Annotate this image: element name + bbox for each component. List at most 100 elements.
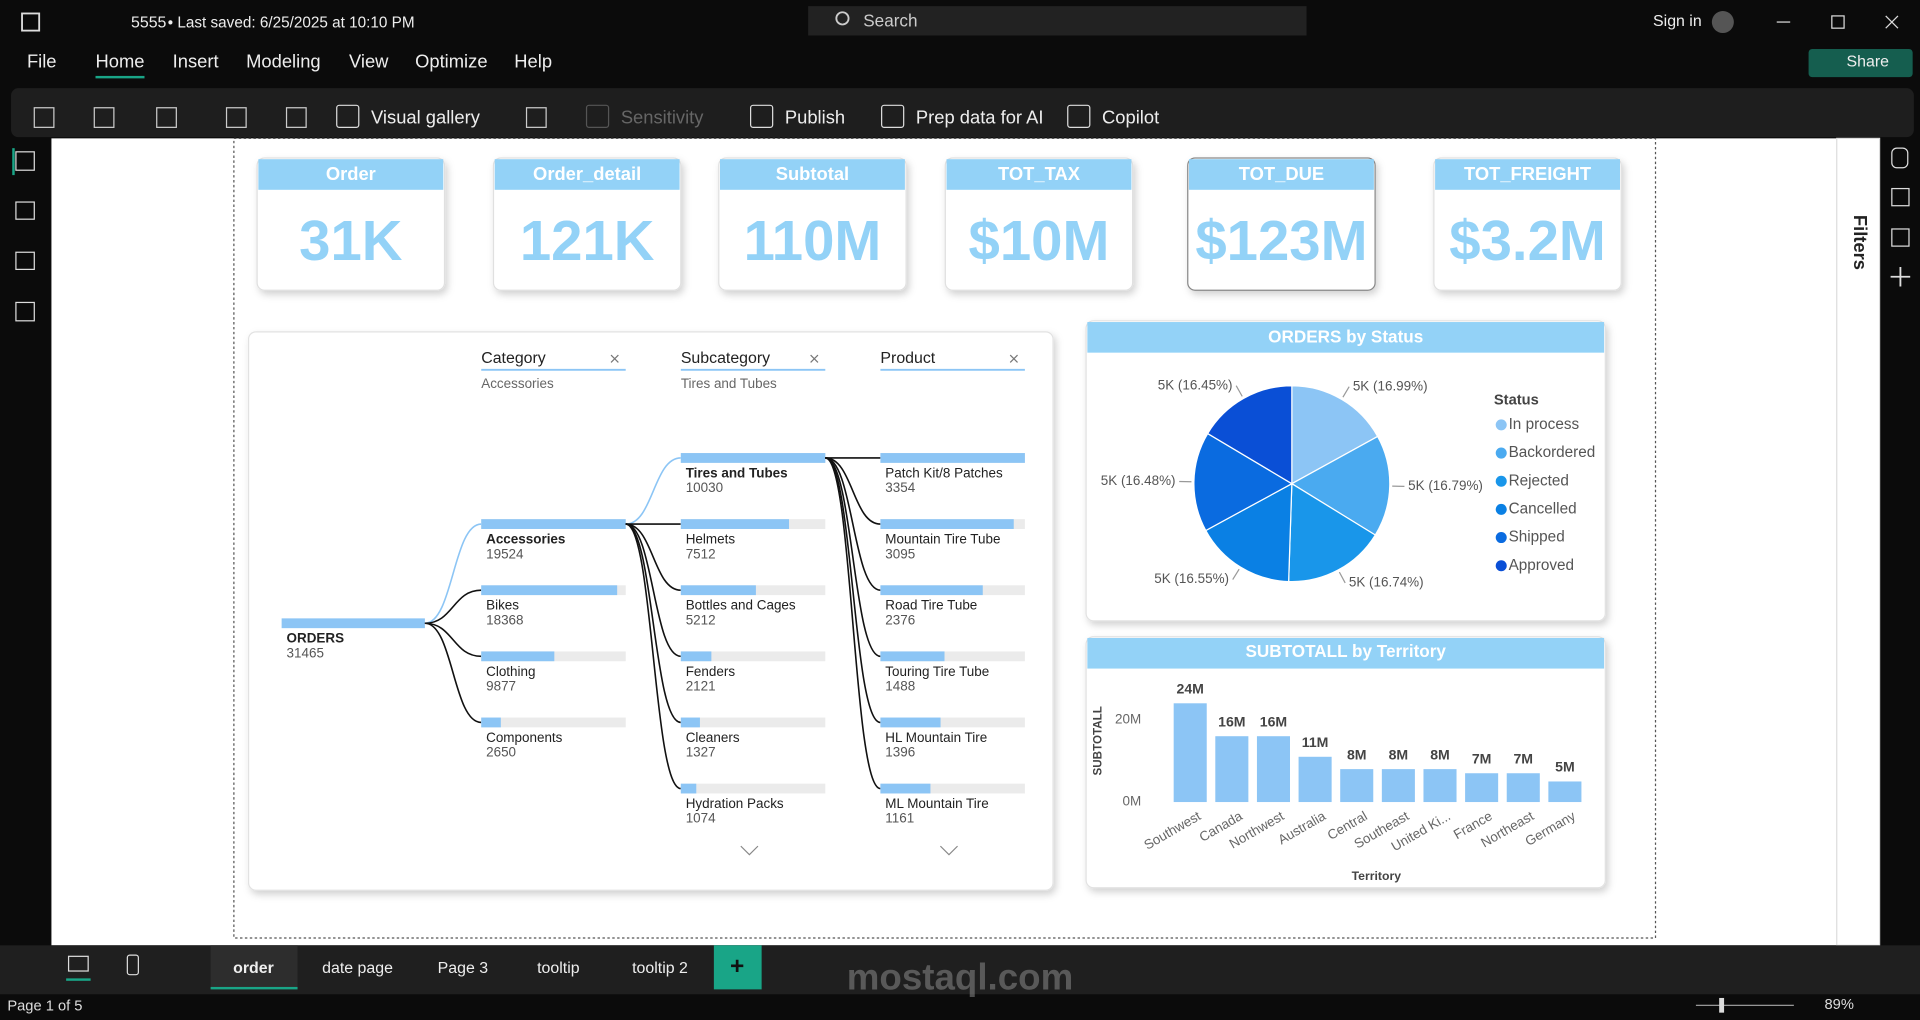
add-page[interactable]: [713, 945, 762, 990]
save-icon[interactable]: [21, 12, 41, 32]
node-label[interactable]: ML Mountain Tire: [885, 796, 988, 811]
node-label[interactable]: Fenders: [686, 664, 736, 679]
toolbar-icon[interactable]: [525, 107, 547, 128]
card[interactable]: [256, 157, 446, 291]
bar[interactable]: [1256, 736, 1290, 803]
level-title[interactable]: Product: [880, 350, 935, 367]
toolbar-icon[interactable]: [585, 104, 610, 128]
node-bar[interactable]: [880, 783, 931, 794]
toolbar-item[interactable]: Copilot: [1102, 107, 1159, 128]
node-bar[interactable]: [481, 651, 555, 662]
bar[interactable]: [1340, 769, 1374, 803]
menu-item[interactable]: Help: [514, 50, 552, 71]
node-label[interactable]: Road Tire Tube: [885, 598, 977, 613]
toolbar-icon[interactable]: [285, 107, 307, 128]
bar-visual[interactable]: [1085, 636, 1606, 889]
node-label[interactable]: Tires and Tubes: [686, 465, 788, 480]
toolbar-item[interactable]: Prep data for AI: [916, 107, 1044, 128]
node-bar[interactable]: [680, 651, 712, 662]
node-bar[interactable]: [680, 717, 700, 728]
desktop-layout[interactable]: [67, 955, 89, 972]
filters-label[interactable]: Filters: [1850, 215, 1871, 270]
menu-item[interactable]: Home: [96, 50, 145, 71]
report-view[interactable]: [15, 151, 35, 171]
data-icon[interactable]: [1891, 147, 1909, 169]
legend-entry[interactable]: Rejected: [1509, 472, 1569, 489]
pie-slice[interactable]: [1206, 385, 1293, 485]
legend-entry[interactable]: Cancelled: [1509, 500, 1577, 517]
add-icon[interactable]: +: [730, 953, 744, 980]
share-button[interactable]: [1808, 48, 1913, 78]
legend-entry[interactable]: Shipped: [1509, 529, 1565, 546]
node-label[interactable]: Clothing: [486, 664, 535, 679]
toolbar-icon[interactable]: [156, 107, 177, 128]
toolbar-item[interactable]: Sensitivity: [621, 107, 704, 128]
bar[interactable]: [1548, 781, 1582, 803]
pie-slice[interactable]: [1290, 435, 1391, 536]
bar[interactable]: [1298, 756, 1332, 803]
toolbar-icon[interactable]: [1067, 104, 1091, 128]
bar[interactable]: [1423, 769, 1457, 803]
toolbar-icon[interactable]: [750, 104, 774, 128]
node-label[interactable]: Touring Tire Tube: [885, 664, 989, 679]
add-icon-right[interactable]: [1890, 266, 1911, 287]
remove-level[interactable]: [810, 354, 819, 363]
dax-view[interactable]: [15, 301, 35, 322]
node-label[interactable]: Components: [486, 730, 563, 745]
toolbar-icon[interactable]: [881, 104, 905, 128]
card[interactable]: [944, 157, 1134, 291]
node-label[interactable]: Bikes: [486, 598, 519, 613]
legend-entry[interactable]: In process: [1509, 416, 1580, 433]
page-tab[interactable]: Page 3: [438, 960, 489, 977]
menu-item[interactable]: View: [349, 50, 389, 71]
mobile-layout[interactable]: [126, 954, 139, 976]
node-bar[interactable]: [680, 519, 790, 529]
toolbar-item[interactable]: Visual gallery: [371, 107, 481, 128]
maximize[interactable]: [1831, 15, 1845, 29]
search-box[interactable]: [808, 6, 1307, 36]
remove-level[interactable]: [610, 354, 619, 363]
remove-level[interactable]: [1009, 354, 1018, 363]
node-label[interactable]: Accessories: [486, 532, 565, 547]
node-bar[interactable]: [880, 453, 1025, 463]
node-label[interactable]: Patch Kit/8 Patches: [885, 465, 1003, 480]
node-bar[interactable]: [880, 519, 1014, 529]
node-label[interactable]: Helmets: [686, 532, 736, 547]
menu-item[interactable]: Modeling: [246, 50, 321, 71]
pie-slice[interactable]: [1193, 432, 1294, 532]
page-tab[interactable]: date page: [322, 960, 393, 977]
page-tab[interactable]: order: [233, 960, 274, 977]
table-view[interactable]: [15, 201, 35, 220]
node-bar[interactable]: [680, 585, 756, 596]
node-bar[interactable]: [880, 585, 983, 596]
share-text[interactable]: Share: [1847, 54, 1890, 71]
node-bar[interactable]: [481, 717, 501, 728]
node-bar[interactable]: [481, 519, 626, 529]
bar[interactable]: [1215, 736, 1249, 803]
bar[interactable]: [1465, 773, 1499, 803]
toolbar-icon[interactable]: [336, 104, 360, 128]
zoom-thumb[interactable]: [1719, 997, 1725, 1013]
close[interactable]: [1885, 15, 1899, 29]
card[interactable]: [718, 157, 907, 291]
menu-item[interactable]: Optimize: [415, 50, 487, 71]
build-icon[interactable]: [1891, 187, 1910, 207]
node-bar[interactable]: [880, 717, 941, 728]
legend-entry[interactable]: Approved: [1509, 557, 1574, 574]
node-bar[interactable]: [680, 453, 826, 463]
legend-entry[interactable]: Backordered: [1509, 444, 1596, 461]
bar[interactable]: [1506, 773, 1540, 803]
bar[interactable]: [1381, 769, 1415, 803]
level-title[interactable]: Subcategory: [681, 350, 770, 367]
card[interactable]: [1433, 157, 1622, 291]
level-title[interactable]: Category: [481, 350, 546, 367]
sign-in[interactable]: Sign in: [1653, 13, 1702, 30]
pie-slice[interactable]: [1204, 482, 1293, 583]
page-tab[interactable]: tooltip 2: [632, 960, 688, 977]
node-bar[interactable]: [680, 783, 697, 794]
toolbar-icon[interactable]: [33, 107, 55, 128]
card[interactable]: [492, 157, 682, 291]
search-text[interactable]: Search: [863, 11, 917, 31]
menu-item[interactable]: Insert: [173, 50, 219, 71]
toolbar-icon[interactable]: [93, 107, 115, 128]
